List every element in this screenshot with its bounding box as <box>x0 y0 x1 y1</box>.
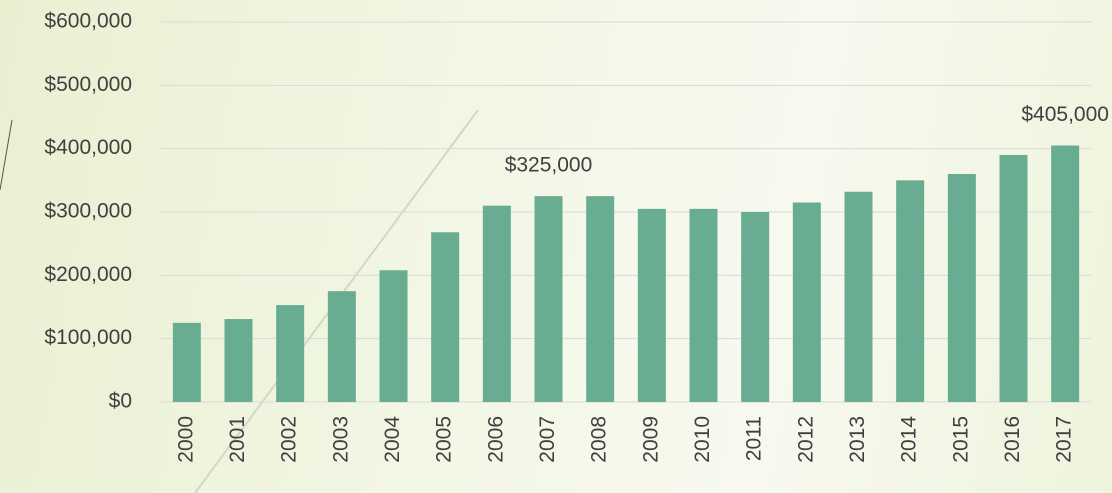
bar <box>844 191 873 402</box>
x-tick-label: 2003 <box>329 416 352 463</box>
x-tick-label: 2005 <box>433 416 456 463</box>
y-tick-label: $200,000 <box>44 263 132 286</box>
x-tick-label: 2017 <box>1053 416 1076 463</box>
bar <box>1051 145 1080 402</box>
x-tick-label: 2013 <box>846 416 869 463</box>
x-tick-label: 2012 <box>794 416 817 463</box>
bar <box>586 196 615 402</box>
y-tick-label: $300,000 <box>44 200 132 223</box>
bar <box>482 205 511 402</box>
y-tick-label: $500,000 <box>44 73 132 96</box>
x-tick-label: 2016 <box>1001 416 1024 463</box>
y-tick-label: $100,000 <box>44 326 132 349</box>
bar <box>689 208 718 402</box>
x-tick-label: 2009 <box>639 416 662 463</box>
bar <box>172 322 201 402</box>
bar <box>327 291 356 402</box>
bar <box>276 305 305 402</box>
x-tick-label: 2002 <box>278 416 301 463</box>
bar <box>637 208 666 402</box>
y-tick-label: $0 <box>109 390 132 413</box>
decoration <box>0 119 13 191</box>
x-tick-label: 2014 <box>898 416 921 463</box>
x-tick-label: 2010 <box>691 416 714 463</box>
data-label: $325,000 <box>505 154 593 177</box>
y-tick-label: $600,000 <box>44 10 132 33</box>
y-tick-label: $400,000 <box>44 136 132 159</box>
x-tick-label: 2001 <box>226 416 249 463</box>
bar <box>947 174 976 402</box>
x-tick-label: 2006 <box>484 416 507 463</box>
bar <box>896 180 925 402</box>
x-tick-label: 2000 <box>174 416 197 463</box>
data-label: $405,000 <box>1021 103 1109 126</box>
bar <box>534 196 563 402</box>
bar <box>741 212 770 402</box>
x-tick-label: 2015 <box>949 416 972 463</box>
bar <box>792 202 821 402</box>
bar <box>431 232 460 402</box>
bar <box>999 155 1028 402</box>
bar <box>224 319 253 402</box>
x-tick-label: 2008 <box>588 416 611 463</box>
bar <box>379 270 408 402</box>
x-tick-label: 2004 <box>381 416 404 463</box>
x-tick-label: 2007 <box>536 416 559 463</box>
x-tick-label: 2011 <box>743 416 766 461</box>
